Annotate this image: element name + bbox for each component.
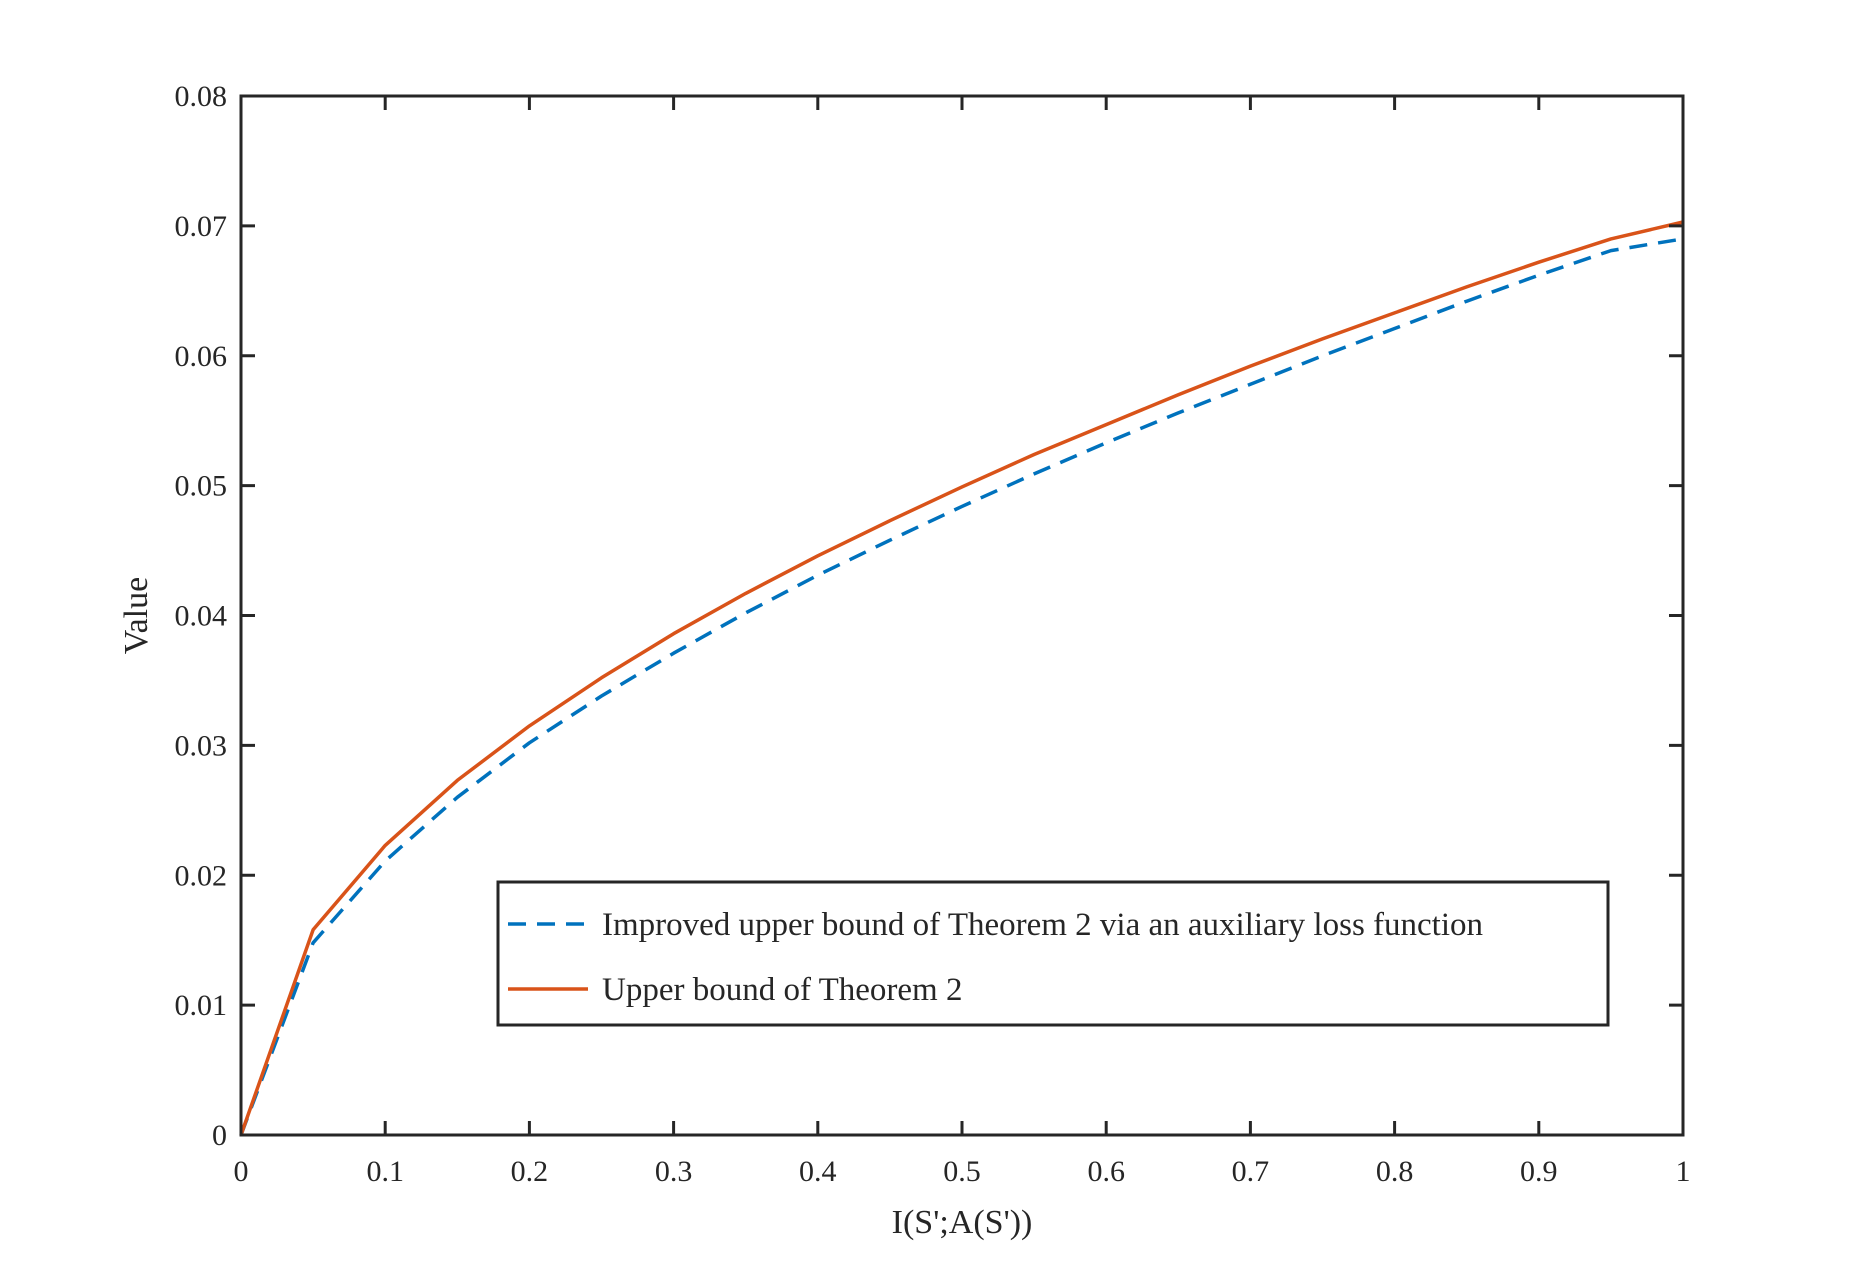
x-tick-label: 0.5: [943, 1155, 981, 1188]
series-line-improved-bound: [239, 237, 1684, 1136]
x-axis-label: I(S';A(S')): [892, 1204, 1033, 1241]
y-tick-label: 0.06: [175, 340, 228, 373]
legend: Improved upper bound of Theorem 2 via an…: [496, 880, 1610, 1027]
y-tick-label: 0.08: [175, 80, 228, 113]
legend-label-upper-bound: Upper bound of Theorem 2: [602, 972, 962, 1008]
axes-frame: [239, 94, 1685, 1137]
x-tick-label: 0.8: [1376, 1155, 1414, 1188]
y-axis-label: Value: [118, 577, 155, 654]
y-tick-label: 0.03: [175, 729, 228, 762]
y-tick-label: 0.05: [175, 470, 228, 503]
x-tick-label: 0.4: [799, 1155, 837, 1188]
legend-label-improved-bound: Improved upper bound of Theorem 2 via an…: [602, 907, 1483, 943]
tick-labels: 0 0.1 0.2 0.3 0.4 0.5 0.6 0.7 0.8 0.9 1 0 0.01 0.02 0.…: [175, 80, 1691, 1188]
y-tick-label: 0.07: [175, 210, 228, 243]
x-tick-label: 1: [1676, 1155, 1691, 1188]
x-tick-label: 0: [234, 1155, 249, 1188]
y-tick-label: 0.04: [175, 600, 228, 633]
plot-lines: [239, 220, 1684, 1136]
y-tick-label: 0.02: [175, 859, 228, 892]
x-tick-label: 0.7: [1232, 1155, 1270, 1188]
y-tick-label: 0.01: [175, 989, 228, 1022]
x-tick-label: 0.9: [1520, 1155, 1558, 1188]
y-tick-label: 0: [212, 1119, 227, 1152]
legend-box: [496, 880, 1610, 1027]
x-tick-label: 0.1: [366, 1155, 404, 1188]
x-tick-label: 0.6: [1087, 1155, 1125, 1188]
series-line-upper-bound: [239, 220, 1684, 1136]
x-tick-label: 0.2: [511, 1155, 549, 1188]
x-tick-label: 0.3: [655, 1155, 693, 1188]
